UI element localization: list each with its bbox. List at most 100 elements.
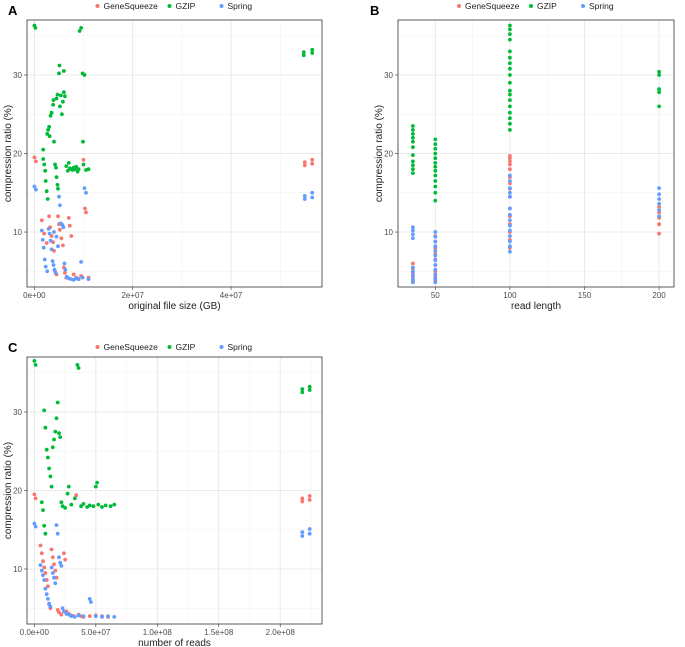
data-point-spring xyxy=(433,253,438,258)
data-point-gzip xyxy=(82,73,87,77)
data-point-genesqueeze xyxy=(42,565,47,570)
data-point-spring xyxy=(300,534,305,538)
data-point-gzip xyxy=(55,183,60,187)
data-point-genesqueeze xyxy=(62,551,66,556)
data-point-gzip xyxy=(63,505,67,510)
data-point-genesqueeze xyxy=(42,231,47,236)
data-point-spring xyxy=(411,236,415,241)
data-point-gzip xyxy=(301,53,306,58)
data-point-genesqueeze xyxy=(71,272,76,277)
data-point-spring xyxy=(411,269,415,274)
data-point-gzip xyxy=(42,523,47,528)
data-point-genesqueeze xyxy=(84,210,88,215)
x-tick-label: 150 xyxy=(578,291,592,300)
data-point-spring xyxy=(508,244,512,249)
y-axis-title: compression ratio (%) xyxy=(374,105,385,202)
data-point-gzip xyxy=(51,98,56,102)
data-point-spring xyxy=(508,212,512,217)
x-tick-label: 2.0e+08 xyxy=(266,628,296,637)
data-point-spring xyxy=(310,190,315,195)
data-point-gzip xyxy=(657,69,661,74)
data-point-gzip xyxy=(108,504,113,509)
x-tick-label: 0.0e+00 xyxy=(20,628,50,637)
data-point-genesqueeze xyxy=(44,241,49,245)
data-point-spring xyxy=(54,523,59,527)
data-point-spring xyxy=(508,190,512,195)
data-point-genesqueeze xyxy=(302,160,307,165)
data-point-spring xyxy=(39,228,44,233)
x-tick-label: 1.5e+08 xyxy=(204,628,234,637)
data-point-spring xyxy=(47,601,51,606)
data-point-spring xyxy=(657,201,661,206)
data-point-genesqueeze xyxy=(38,543,43,548)
data-point-spring xyxy=(81,614,86,618)
data-point-spring xyxy=(79,260,83,264)
data-point-gzip xyxy=(508,27,512,32)
data-point-genesqueeze xyxy=(300,496,305,501)
data-point-spring xyxy=(80,275,85,280)
panel-letter: C xyxy=(8,340,18,355)
data-point-gzip xyxy=(508,92,512,97)
data-point-spring xyxy=(51,263,56,267)
data-point-gzip xyxy=(64,164,69,169)
x-axis-title: read length xyxy=(511,301,561,312)
data-point-spring xyxy=(508,218,512,223)
data-point-spring xyxy=(310,195,315,200)
legend-item-genesqueeze: GeneSqueeze xyxy=(457,1,520,11)
data-point-gzip xyxy=(307,384,312,389)
data-point-gzip xyxy=(433,168,438,173)
legend: GeneSqueeze GZIP Spring xyxy=(95,1,252,11)
x-tick-label: 100 xyxy=(503,291,517,300)
legend-label-genesqueeze: GeneSqueeze xyxy=(104,342,159,352)
data-point-genesqueeze xyxy=(52,562,56,567)
data-point-gzip xyxy=(433,179,438,183)
data-point-genesqueeze xyxy=(32,155,37,160)
data-point-gzip xyxy=(411,171,415,176)
data-point-spring xyxy=(433,239,438,244)
data-point-genesqueeze xyxy=(61,243,65,248)
data-point-genesqueeze xyxy=(58,227,62,232)
y-axis-title: compression ratio (%) xyxy=(3,442,14,539)
data-point-spring xyxy=(93,614,98,618)
data-point-spring xyxy=(42,257,47,262)
data-point-spring xyxy=(84,190,88,195)
legend-label-gzip: GZIP xyxy=(176,1,196,11)
data-point-spring xyxy=(508,249,512,254)
data-point-genesqueeze xyxy=(57,610,61,615)
data-point-spring xyxy=(300,530,305,534)
data-point-spring xyxy=(48,238,53,243)
legend-label-gzip: GZIP xyxy=(537,1,557,11)
data-point-gzip xyxy=(411,139,415,144)
data-point-gzip xyxy=(657,87,661,91)
data-point-gzip xyxy=(44,189,49,194)
data-point-spring xyxy=(34,187,38,192)
data-point-genesqueeze xyxy=(47,214,51,219)
data-point-genesqueeze xyxy=(657,205,661,209)
data-point-spring xyxy=(56,244,60,249)
data-point-genesqueeze xyxy=(63,271,67,275)
data-point-gzip xyxy=(53,429,58,434)
y-tick-label: 10 xyxy=(384,228,393,237)
panel-A-chart: A 0e+00 2e+07 4e+07 10 20 30 original file size… xyxy=(3,1,323,312)
data-point-spring xyxy=(38,563,43,567)
data-point-spring xyxy=(508,234,512,238)
data-point-spring xyxy=(112,615,117,619)
panel-B-chart: B 50 100 150 200 10 20 30 read length compression… xyxy=(370,1,675,312)
data-point-spring xyxy=(41,245,46,250)
data-point-gzip xyxy=(79,26,83,30)
data-point-gzip xyxy=(508,98,512,102)
data-point-spring xyxy=(33,524,38,529)
data-point-gzip xyxy=(63,94,67,99)
data-point-spring xyxy=(89,600,93,604)
data-point-spring xyxy=(48,604,53,609)
data-point-genesqueeze xyxy=(508,167,512,172)
data-point-spring xyxy=(61,225,66,230)
data-point-gzip xyxy=(65,491,70,496)
data-point-gzip xyxy=(411,159,415,164)
data-point-genesqueeze xyxy=(69,234,74,238)
data-point-gzip xyxy=(39,500,44,505)
data-point-gzip xyxy=(42,162,47,167)
data-point-spring xyxy=(58,560,63,565)
data-point-gzip xyxy=(81,502,86,506)
